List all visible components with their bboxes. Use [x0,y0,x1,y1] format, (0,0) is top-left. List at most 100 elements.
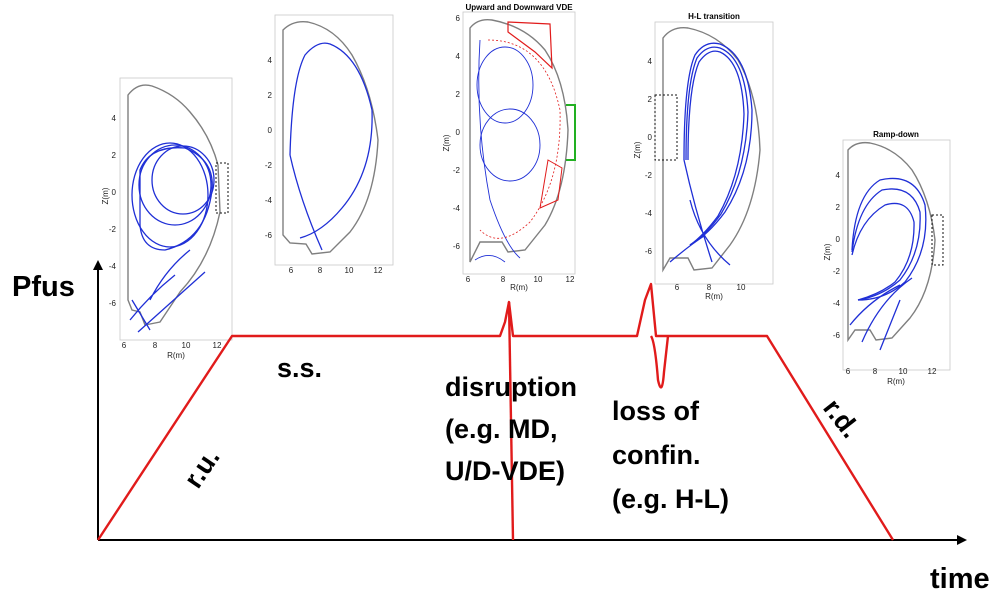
xtick: 12 [213,341,222,350]
vessel-wall [469,18,569,263]
xtick: 8 [873,367,878,376]
xtick: 6 [675,283,680,292]
ytick: 0 [112,188,117,197]
ytick: 2 [112,151,117,160]
ytick: -2 [265,161,273,170]
xtick: 8 [318,266,323,275]
equilibrium-panel-ramp-down: Ramp-down R(m) Z(m) 6 8 10 12 4 2 0 -2 -… [823,130,951,386]
ytick: 2 [836,203,841,212]
plasma-boundaries [289,42,373,251]
equilibrium-panel-steady-state: 6 8 10 12 4 2 0 -2 -4 -6 [265,14,394,275]
x-axis-title: time [930,563,990,595]
ytick: 4 [112,114,117,123]
ytick: 4 [648,57,653,66]
xtick: 8 [501,275,506,284]
panel-xlabel: R(m) [510,283,528,292]
plasma-boundaries [669,42,753,266]
pfus-pulse-trace [96,282,895,541]
plasma-boundaries [849,177,927,351]
panel-yticks: 4 2 0 -2 -4 -6 [833,171,841,340]
panel-xlabel: R(m) [887,377,905,386]
xtick: 10 [737,283,746,292]
disruption-spike [507,301,515,541]
ytick: 0 [268,126,273,135]
xtick: 6 [289,266,294,275]
y-axis-title: Pfus [12,271,75,303]
vde-upper-box [507,21,553,70]
ytick: 4 [836,171,841,180]
ytick: -2 [109,225,117,234]
plasma-boundaries [474,39,561,263]
equilibrium-panel-ramp-up: R(m) Z(m) 6 8 10 12 4 2 0 -2 -4 -6 [101,77,233,360]
panel-xlabel: R(m) [167,351,185,360]
ytick: 6 [456,14,461,23]
ytick: -6 [453,242,461,251]
panel-xticks: 6 8 10 [675,283,746,292]
xtick: 10 [345,266,354,275]
disruption-label-line-3: U/D-VDE) [445,456,565,486]
disruption-label-line-1: disruption [445,372,577,402]
vessel-wall [127,84,221,326]
vessel-wall [847,141,936,343]
ramp-down-label: r.d. [817,393,866,443]
confinement-loss-dip [649,335,670,389]
confinement-loss-label-line-3: (e.g. H-L) [612,484,729,514]
ytick: 2 [648,95,653,104]
ytick: -6 [833,331,841,340]
ytick: -2 [453,166,461,175]
xtick: 6 [466,275,471,284]
ytick: 4 [456,52,461,61]
ytick: -2 [645,171,653,180]
panel-xticks: 6 8 10 12 [122,341,222,350]
equilibrium-panel-hl-transition: H-L transition R(m) Z(m) 6 8 10 4 2 0 -2… [633,12,774,301]
panel-yticks: 4 2 0 -2 -4 -6 [645,57,653,256]
ytick: -4 [833,299,841,308]
panel-yticks: 4 2 0 -2 -4 -6 [265,56,273,240]
steady-state-label: s.s. [277,353,322,383]
ytick: -4 [109,262,117,271]
ytick: -4 [265,196,273,205]
xtick: 10 [182,341,191,350]
xtick: 12 [374,266,383,275]
panel-xticks: 6 8 10 12 [289,266,383,275]
port-plug [931,214,944,266]
port-plug [654,94,678,161]
xtick: 10 [534,275,543,284]
ytick: -4 [645,209,653,218]
panel-xticks: 6 8 10 12 [846,367,937,376]
xtick: 8 [153,341,158,350]
vde-port [566,104,576,161]
ytick: 0 [648,133,653,142]
panel-yticks: 6 4 2 0 -2 -4 -6 [453,14,461,251]
panel-ylabel: Z(m) [101,187,110,204]
xtick: 6 [122,341,127,350]
xtick: 12 [566,275,575,284]
panel-xlabel: R(m) [705,292,723,301]
disruption-label-line-2: (e.g. MD, [445,414,558,444]
ytick: 0 [836,235,841,244]
xtick: 10 [899,367,908,376]
ytick: 2 [268,91,273,100]
panel-frame [654,21,774,285]
vessel-wall [282,20,379,255]
panel-ylabel: Z(m) [633,141,642,158]
ytick: -6 [109,299,117,308]
xtick: 6 [846,367,851,376]
ytick: 4 [268,56,273,65]
panel-frame [119,77,233,341]
vessel-wall [662,27,761,273]
ytick: 2 [456,90,461,99]
ytick: 0 [456,128,461,137]
panel-yticks: 4 2 0 -2 -4 -6 [109,114,117,308]
port-plug [215,162,229,214]
panel-frame [274,14,394,266]
panel-title: Upward and Downward VDE [465,3,573,12]
confinement-loss-label-line-2: confin. [612,440,701,470]
panel-ylabel: Z(m) [823,243,832,260]
ytick: -4 [453,204,461,213]
panel-xticks: 6 8 10 12 [466,275,575,284]
panel-title: H-L transition [688,12,740,21]
plasma-boundaries [129,142,215,333]
panel-ylabel: Z(m) [442,134,451,151]
